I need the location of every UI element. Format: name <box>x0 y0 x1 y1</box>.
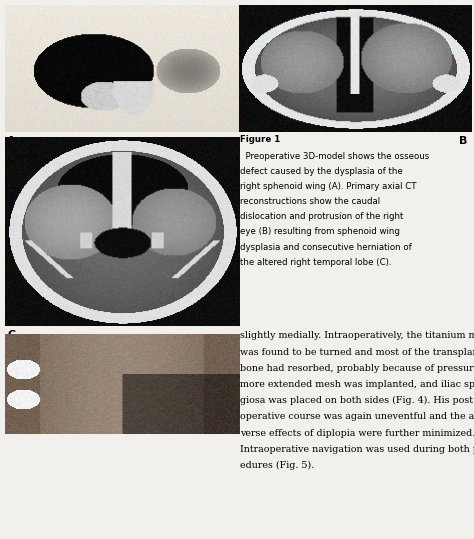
Text: dysplasia and consecutive herniation of: dysplasia and consecutive herniation of <box>240 243 412 252</box>
Text: A: A <box>7 136 16 146</box>
Text: Preoperative 3D-model shows the osseous: Preoperative 3D-model shows the osseous <box>240 152 429 161</box>
Text: reconstructions show the caudal: reconstructions show the caudal <box>240 197 381 206</box>
Text: defect caused by the dysplasia of the: defect caused by the dysplasia of the <box>240 167 403 176</box>
Text: edures (Fig. 5).: edures (Fig. 5). <box>240 461 315 470</box>
Text: was found to be turned and most of the transplante: was found to be turned and most of the t… <box>240 348 474 357</box>
Text: slightly medially. Intraoperatively, the titanium mes: slightly medially. Intraoperatively, the… <box>240 331 474 341</box>
Text: dislocation and protrusion of the right: dislocation and protrusion of the right <box>240 212 404 222</box>
Text: C: C <box>7 330 15 340</box>
Text: bone had resorbed, probably because of pressure. A: bone had resorbed, probably because of p… <box>240 364 474 373</box>
Text: more extended mesh was implanted, and iliac spon: more extended mesh was implanted, and il… <box>240 380 474 389</box>
Text: eye (B) resulting from sphenoid wing: eye (B) resulting from sphenoid wing <box>240 227 400 237</box>
Text: right sphenoid wing (A). Primary axial CT: right sphenoid wing (A). Primary axial C… <box>240 182 417 191</box>
Text: Intraoperative navigation was used during both pro: Intraoperative navigation was used durin… <box>240 445 474 454</box>
Text: operative course was again uneventful and the ad: operative course was again uneventful an… <box>240 412 474 421</box>
Text: verse effects of diplopia were further minimized.: verse effects of diplopia were further m… <box>240 429 474 438</box>
Text: giosa was placed on both sides (Fig. 4). His post: giosa was placed on both sides (Fig. 4).… <box>240 396 474 405</box>
Text: B: B <box>458 136 467 146</box>
Text: the altered right temporal lobe (C).: the altered right temporal lobe (C). <box>240 258 392 267</box>
Text: Figure 1: Figure 1 <box>240 135 281 144</box>
